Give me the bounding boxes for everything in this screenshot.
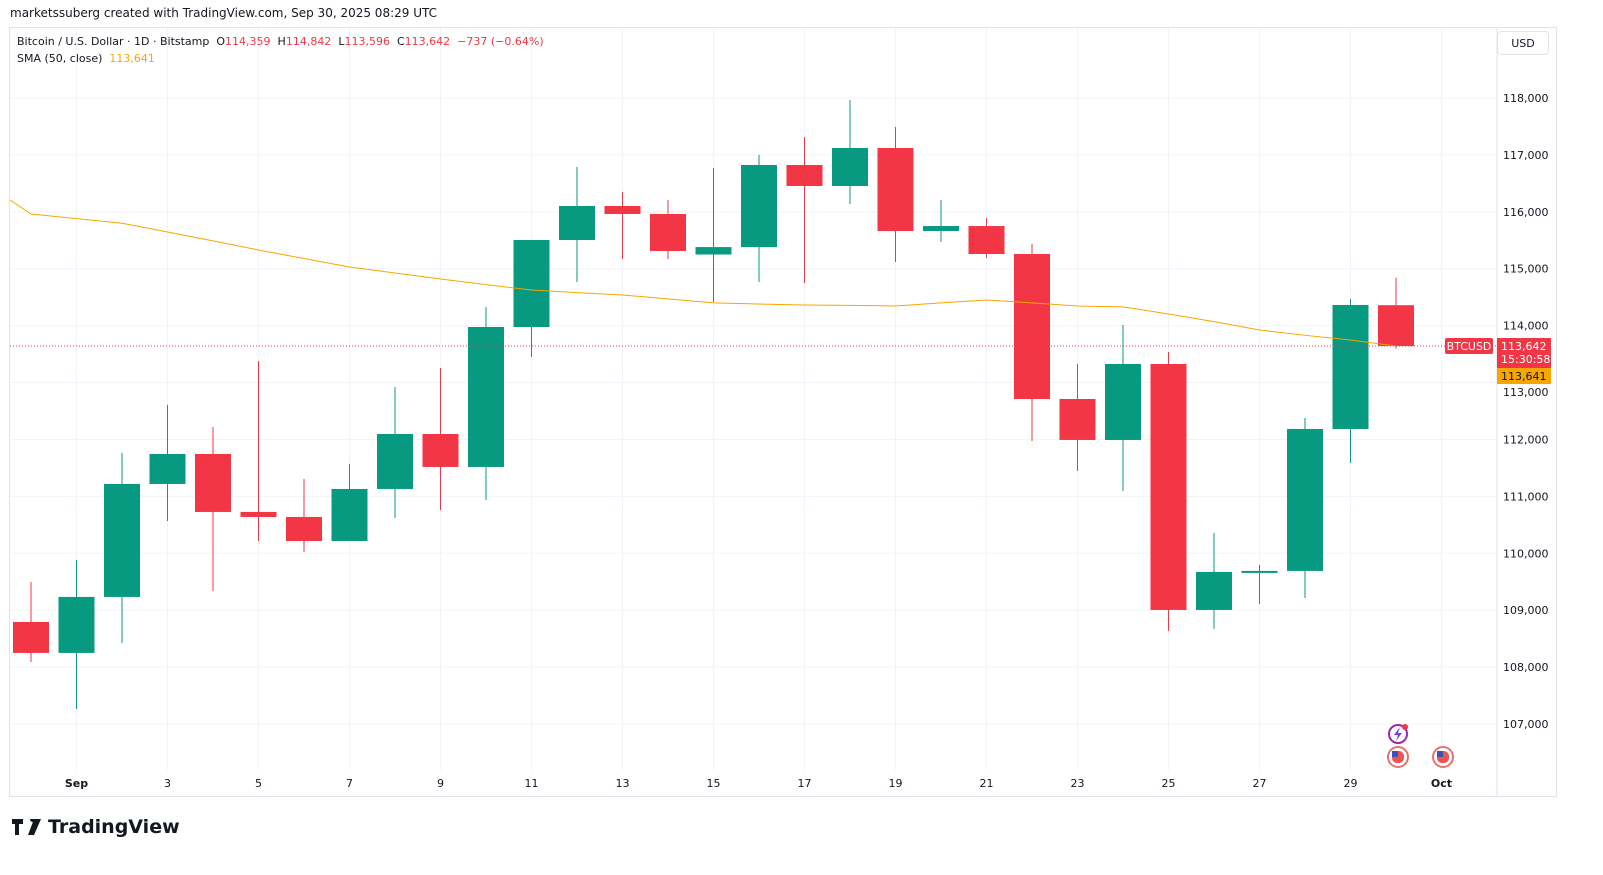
candle-body <box>468 327 504 467</box>
chart-frame <box>9 27 1557 797</box>
x-tick-label: 27 <box>1253 777 1267 790</box>
candle-body <box>1241 570 1278 573</box>
y-tick-label: 111,000 <box>1503 490 1549 503</box>
candle-body <box>377 433 413 489</box>
candle-body <box>695 247 732 255</box>
y-tick-label: 112,000 <box>1503 433 1549 446</box>
x-tick-label: 3 <box>164 777 171 790</box>
candle-body <box>240 511 277 517</box>
y-tick-label: 116,000 <box>1503 206 1549 219</box>
symbol-tag <box>1445 338 1493 355</box>
candle-body <box>13 621 49 653</box>
candle-body <box>195 453 231 512</box>
candle-body <box>331 488 368 541</box>
y-tick-label: 107,000 <box>1503 718 1549 731</box>
chart-credit: marketssuberg created with TradingView.c… <box>10 6 437 20</box>
candle-body <box>58 596 95 653</box>
candle-body <box>1014 253 1050 399</box>
x-tick-label: Oct <box>1431 777 1452 790</box>
candle-body <box>877 148 914 231</box>
x-tick-label: 7 <box>346 777 353 790</box>
logo-text: TradingView <box>48 816 180 838</box>
symbol-legend-row[interactable]: Bitcoin / U.S. Dollar · 1D · Bitstamp O1… <box>17 33 544 50</box>
x-tick-label: 11 <box>525 777 539 790</box>
symbol-tag-label: BTCUSD <box>1447 340 1492 353</box>
x-tick-label: 21 <box>980 777 994 790</box>
sma-line <box>9 199 1397 347</box>
low-label: L <box>338 35 345 48</box>
close-label: C <box>396 35 405 48</box>
candle-body <box>1150 363 1187 610</box>
lightning-event-icon[interactable] <box>1388 724 1408 744</box>
candle-body <box>1287 428 1323 571</box>
lightning-glyph-icon <box>1394 727 1402 741</box>
candle-body <box>1378 305 1414 347</box>
sma-label: SMA (50, close) <box>17 52 103 65</box>
sma-price-label: 113,641 <box>1501 370 1547 383</box>
last-price-label: 113,642 <box>1501 340 1547 353</box>
candle-body <box>786 164 823 186</box>
y-tick-label: 113,000 <box>1503 386 1549 399</box>
high-value: 114,842 <box>285 35 332 48</box>
countdown-label: 15:30:58 <box>1501 353 1550 366</box>
candle-body <box>104 483 140 597</box>
tradingview-logo[interactable]: TradingView <box>12 816 180 838</box>
x-tick-label: 19 <box>889 777 903 790</box>
candle-body <box>422 433 459 467</box>
candle-body <box>923 226 959 231</box>
candle-body <box>1105 363 1141 440</box>
candle-body <box>741 164 777 248</box>
low-value: 113,596 <box>344 35 390 48</box>
open-label: O <box>216 35 226 48</box>
sma-legend-row[interactable]: SMA (50, close) 113,641 <box>17 50 544 67</box>
y-tick-label: 118,000 <box>1503 92 1549 105</box>
candle-body <box>286 516 322 541</box>
x-tick-label: 5 <box>255 777 262 790</box>
candle-body <box>559 206 595 240</box>
event-dot <box>1402 724 1408 730</box>
candle-body <box>832 148 868 186</box>
candle-body <box>149 453 186 484</box>
symbol-title: Bitcoin / U.S. Dollar · 1D · Bitstamp <box>17 35 210 48</box>
y-tick-label: 117,000 <box>1503 149 1549 162</box>
candle-body <box>513 239 550 328</box>
y-tick-label: 108,000 <box>1503 661 1549 674</box>
flag-canton <box>1392 751 1398 757</box>
sma-value: 113,641 <box>109 52 155 65</box>
candle-body <box>1059 398 1096 440</box>
currency-button[interactable]: USD <box>1497 31 1549 55</box>
chart-legend: Bitcoin / U.S. Dollar · 1D · Bitstamp O1… <box>17 33 544 67</box>
y-tick-label: 115,000 <box>1503 263 1549 276</box>
candle-body <box>968 226 1005 254</box>
candle-body <box>1332 304 1369 429</box>
last-price-tag <box>1497 338 1551 369</box>
candle-body <box>1196 571 1232 610</box>
x-tick-label: 29 <box>1344 777 1358 790</box>
x-tick-label: 15 <box>707 777 721 790</box>
close-value: 113,642 <box>404 35 451 48</box>
flag-canton <box>1437 751 1443 757</box>
open-value: 114,359 <box>225 35 271 48</box>
change-value: −737 (−0.64%) <box>457 35 544 48</box>
y-tick-label: 109,000 <box>1503 604 1549 617</box>
x-tick-label: 9 <box>437 777 444 790</box>
high-label: H <box>277 35 286 48</box>
y-tick-label: 110,000 <box>1503 547 1549 560</box>
x-tick-label: 13 <box>616 777 630 790</box>
x-tick-label: 25 <box>1162 777 1176 790</box>
candle-body <box>604 206 641 214</box>
sma-price-tag <box>1497 368 1551 385</box>
tradingview-logo-icon <box>12 819 41 835</box>
candle-body <box>650 213 686 251</box>
x-tick-label: 23 <box>1071 777 1085 790</box>
x-tick-label: Sep <box>65 777 88 790</box>
x-tick-label: 17 <box>798 777 812 790</box>
y-tick-label: 114,000 <box>1503 320 1549 333</box>
